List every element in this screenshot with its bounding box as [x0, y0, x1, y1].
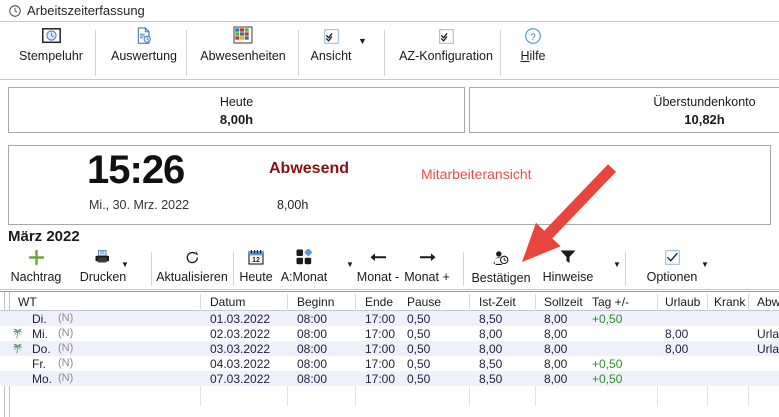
svg-text:12: 12 [252, 257, 260, 264]
